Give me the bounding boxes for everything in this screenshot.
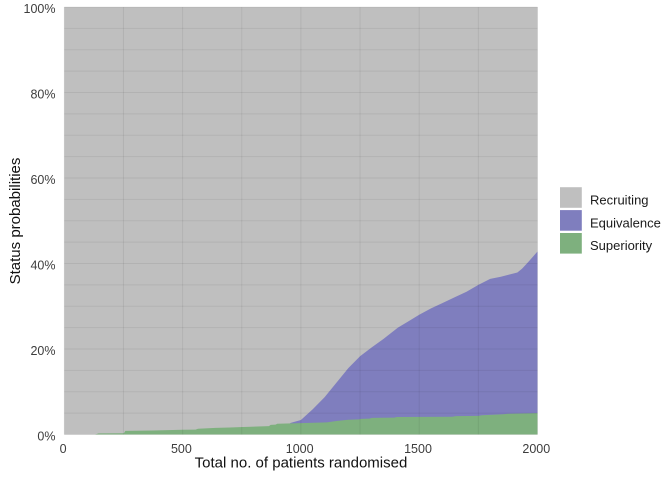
svg-text:100%: 100%: [24, 2, 56, 16]
svg-text:40%: 40%: [30, 259, 55, 273]
svg-text:20%: 20%: [30, 344, 55, 358]
svg-text:80%: 80%: [30, 88, 55, 102]
svg-text:2000: 2000: [522, 442, 550, 456]
svg-text:0%: 0%: [37, 430, 55, 444]
svg-text:Equivalence: Equivalence: [590, 215, 661, 230]
svg-text:Recruiting: Recruiting: [590, 192, 649, 207]
svg-text:60%: 60%: [30, 173, 55, 187]
svg-text:500: 500: [171, 442, 192, 456]
svg-text:0: 0: [60, 442, 67, 456]
svg-text:1000: 1000: [286, 442, 314, 456]
svg-text:Superiority: Superiority: [590, 238, 653, 253]
svg-text:Total no. of patients randomis: Total no. of patients randomised: [195, 455, 408, 472]
svg-text:1500: 1500: [404, 442, 432, 456]
svg-text:Status probabilities: Status probabilities: [7, 158, 24, 285]
